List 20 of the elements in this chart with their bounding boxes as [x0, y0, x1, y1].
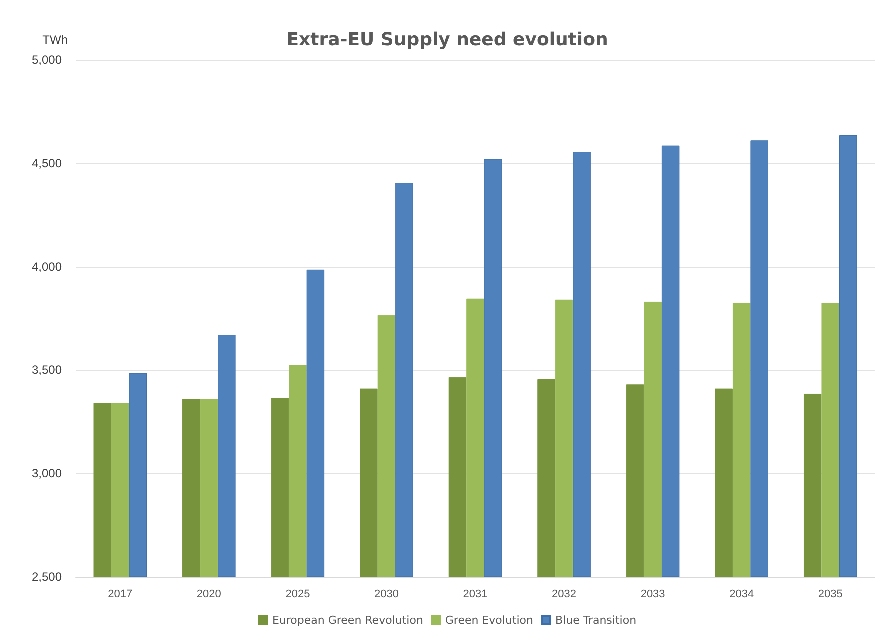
legend-label: European Green Revolution: [272, 614, 424, 627]
x-tick-label: 2035: [818, 588, 843, 600]
x-tick-label: 2020: [196, 588, 222, 600]
x-tick-label: 2025: [286, 588, 310, 600]
y-tick-label: 5,000: [32, 53, 62, 67]
legend-label: Blue Transition: [556, 614, 637, 627]
x-tick-label: 2032: [552, 588, 577, 600]
y-tick-label: 4,000: [32, 260, 62, 274]
y-tick-label: 3,500: [32, 363, 62, 378]
y-tick-label: 3,000: [32, 466, 62, 481]
y-tick-label: 4,500: [32, 156, 62, 170]
x-tick-label: 2031: [463, 588, 488, 600]
x-tick-label: 2030: [374, 588, 399, 600]
chart-title: Extra-EU Supply need evolution: [286, 30, 608, 50]
x-tick-label: 2034: [730, 588, 754, 600]
x-tick-label: 2033: [640, 588, 666, 600]
y-tick-label: 2,500: [32, 570, 62, 584]
y-axis-title: TWh: [42, 33, 68, 47]
legend-label: Green Evolution: [445, 614, 534, 627]
x-tick-label: 2017: [108, 588, 133, 600]
